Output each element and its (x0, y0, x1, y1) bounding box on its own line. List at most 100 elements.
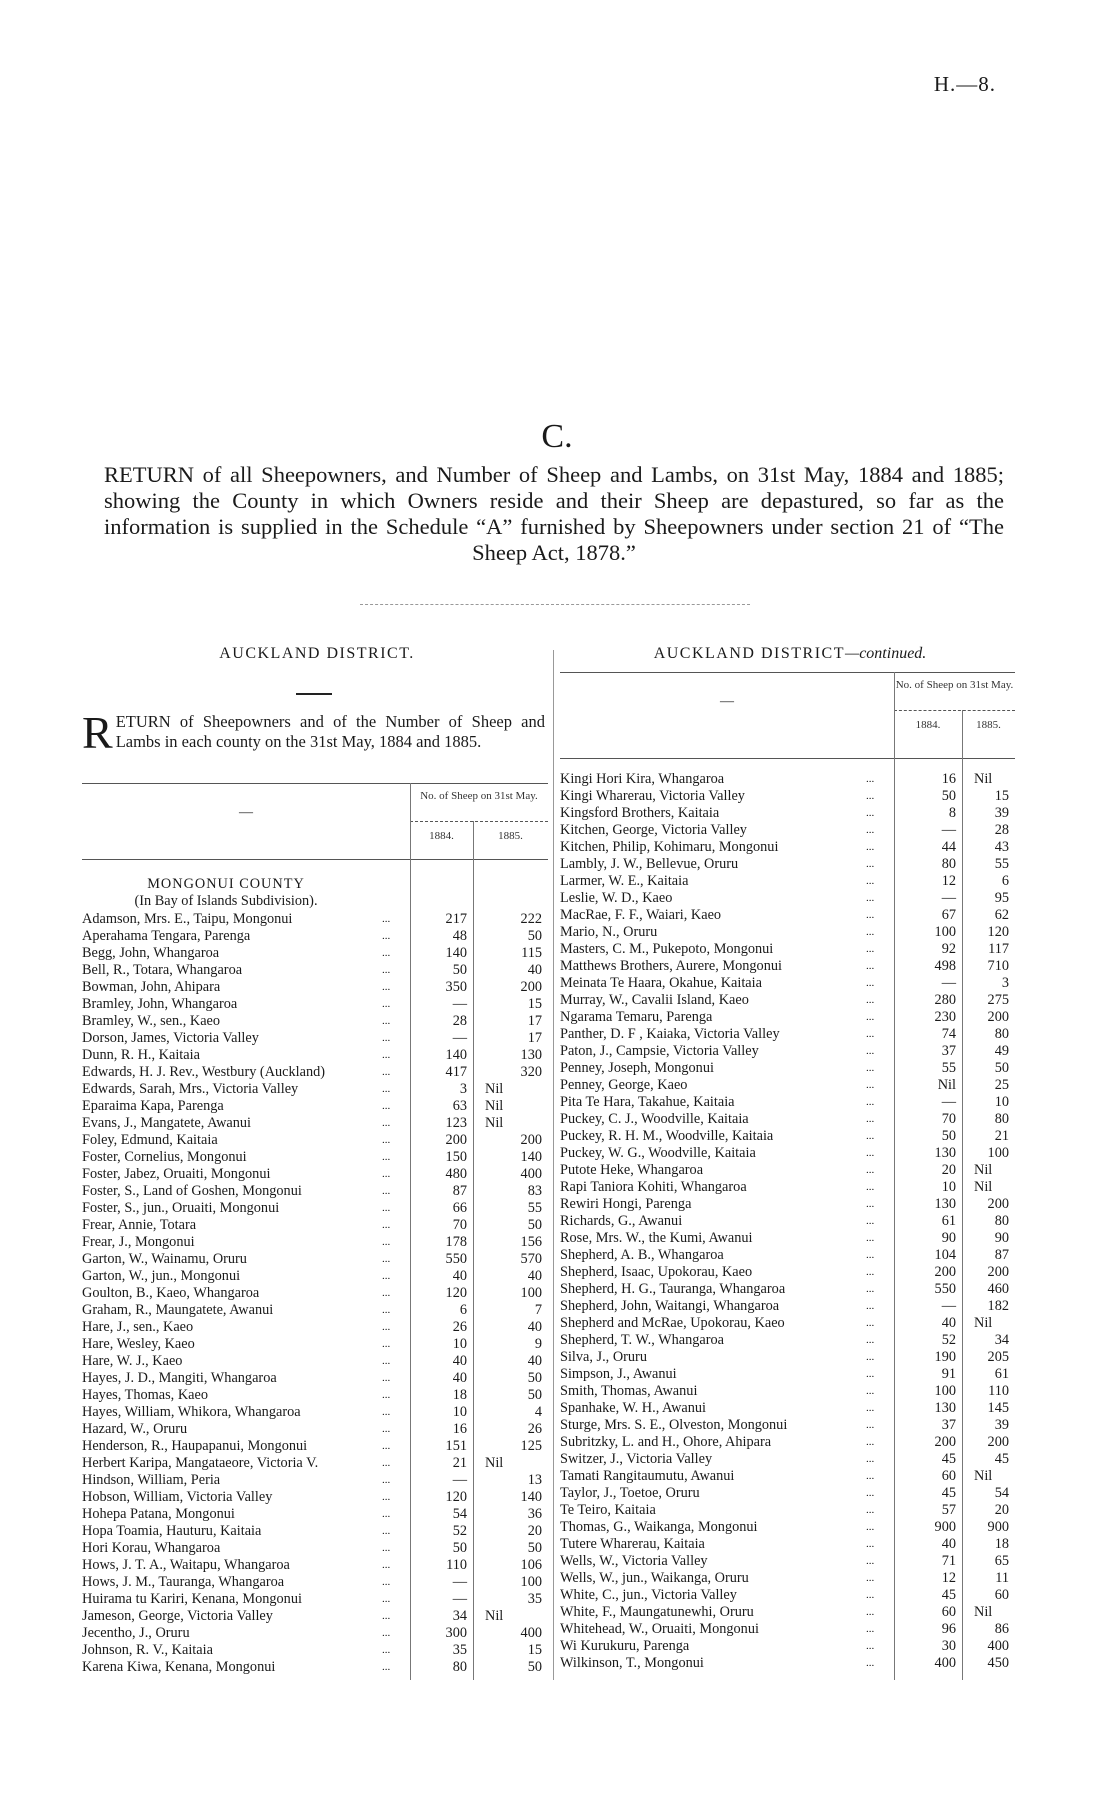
leader-dots: ... (866, 1368, 875, 1380)
owner-name: Kingsford Brothers, Kaitaia (560, 805, 720, 821)
owner-name: Shepherd and McRae, Upokorau, Kaeo (560, 1315, 785, 1331)
leader-dots: ... (866, 1028, 875, 1040)
owner-name: Tutere Wharerau, Kaitaia (560, 1536, 705, 1552)
sheep-1885: 54 (994, 1485, 1009, 1501)
sheep-1885: 400 (520, 1166, 542, 1182)
leader-dots: ... (382, 981, 391, 993)
leader-dots: ... (866, 841, 875, 853)
owner-name: Frear, J., Mongonui (82, 1234, 195, 1250)
sheep-1885: 50 (994, 1060, 1009, 1076)
leader-dots: ... (382, 947, 391, 959)
sheep-1884: 550 (934, 1281, 956, 1297)
sheep-1885: 710 (987, 958, 1009, 974)
sheep-1884: 37 (941, 1043, 956, 1059)
leader-dots: ... (866, 1334, 875, 1346)
leader-dots: ... (866, 1249, 875, 1261)
owner-name: Te Teiro, Kaitaia (560, 1502, 656, 1518)
sheep-1884: 90 (941, 1230, 956, 1246)
sheep-1885: 40 (527, 1268, 542, 1284)
sheep-1885: 80 (994, 1213, 1009, 1229)
sheep-1884: 55 (941, 1060, 956, 1076)
sheep-1884: 130 (934, 1196, 956, 1212)
owner-name: Jecentho, J., Oruru (82, 1625, 190, 1641)
leader-dots: ... (382, 1321, 391, 1333)
leader-dots: ... (382, 1406, 391, 1418)
owner-name: White, F., Maungatunewhi, Oruru (560, 1604, 754, 1620)
sheep-1885: 7 (534, 1302, 542, 1318)
intro-text: ETURN of Sheepowners and of the Number o… (115, 712, 545, 751)
sheep-1884: 20 (941, 1162, 956, 1178)
owner-name: Dunn, R. H., Kaitaia (82, 1047, 200, 1063)
sheep-1885: 50 (527, 1217, 542, 1233)
owner-name: Dorson, James, Victoria Valley (82, 1030, 259, 1046)
owner-name: Kingi Wharerau, Victoria Valley (560, 788, 745, 804)
sheep-1885: 200 (520, 1132, 542, 1148)
owner-name: Hobson, William, Victoria Valley (82, 1489, 273, 1505)
leader-dots: ... (382, 1151, 391, 1163)
divider (360, 604, 750, 605)
owner-name: Matthews Brothers, Aurere, Mongonui (560, 958, 782, 974)
leader-dots: ... (382, 1542, 391, 1554)
owner-name: MacRae, F. F., Waiari, Kaeo (560, 907, 722, 923)
sheep-1885: 125 (520, 1438, 542, 1454)
sheep-1884: 91 (941, 1366, 956, 1382)
owner-name: Hopa Toamia, Hauturu, Kaitaia (82, 1523, 262, 1539)
sheep-1885: 200 (987, 1009, 1009, 1025)
sheep-1884: 16 (941, 771, 956, 787)
sheep-1884: 67 (941, 907, 956, 923)
sheep-1885: 200 (520, 979, 542, 995)
sheep-1884: 350 (445, 979, 467, 995)
owner-name: Rewiri Hongi, Parenga (560, 1196, 692, 1212)
sheep-1885: 49 (994, 1043, 1009, 1059)
sheep-1884: 50 (452, 1540, 467, 1556)
sheep-1885: 15 (527, 996, 542, 1012)
leader-dots: ... (382, 1338, 391, 1350)
sheep-1885: 21 (994, 1128, 1009, 1144)
leader-dots: ... (382, 1219, 391, 1231)
sheep-1885: 86 (994, 1621, 1009, 1637)
owner-name: Foster, Jabez, Oruaiti, Mongonui (82, 1166, 271, 1182)
leader-dots: ... (866, 1164, 875, 1176)
leader-dots: ... (866, 1147, 875, 1159)
leader-dots: ... (382, 1066, 391, 1078)
sheep-1884: 48 (452, 928, 467, 944)
owner-name: Switzer, J., Victoria Valley (560, 1451, 713, 1467)
sheep-1885: 20 (527, 1523, 542, 1539)
leader-dots: ... (382, 1304, 391, 1316)
owner-name: Silva, J., Oruru (560, 1349, 647, 1365)
sheep-1885: 200 (987, 1264, 1009, 1280)
sheep-1885: 100 (987, 1145, 1009, 1161)
leader-dots: ... (866, 1198, 875, 1210)
leader-dots: ... (866, 1300, 875, 1312)
sheep-1885: 28 (994, 822, 1009, 838)
column-divider (553, 650, 554, 1680)
sheep-1884: 3 (459, 1081, 467, 1097)
sheep-1885: 50 (527, 1370, 542, 1386)
sheep-1884: 400 (934, 1655, 956, 1671)
owner-name: Pita Te Hara, Takahue, Kaitaia (560, 1094, 735, 1110)
leader-dots: ... (866, 1181, 875, 1193)
sheep-1885: 50 (527, 1540, 542, 1556)
sheep-1884: Nil (937, 1077, 956, 1093)
sheep-1884: 151 (445, 1438, 467, 1454)
leader-dots: ... (382, 1236, 391, 1248)
owner-name: Hindson, William, Peria (82, 1472, 221, 1488)
owner-name: Graham, R., Maungatete, Awanui (82, 1302, 274, 1318)
sheep-1885: 10 (994, 1094, 1009, 1110)
sheep-1884: 498 (934, 958, 956, 974)
leader-dots: ... (382, 1083, 391, 1095)
sheep-1885: 39 (994, 1417, 1009, 1433)
owner-name: Lambly, J. W., Bellevue, Oruru (560, 856, 739, 872)
leader-dots: ... (382, 1185, 391, 1197)
owner-name: Hayes, Thomas, Kaeo (82, 1387, 208, 1403)
sheep-1884: 60 (941, 1468, 956, 1484)
sheep-1885: 15 (527, 1642, 542, 1658)
owner-name: Richards, G., Awanui (560, 1213, 683, 1229)
sheep-1884: 10 (452, 1404, 467, 1420)
leader-dots: ... (866, 1283, 875, 1295)
owner-name: Paton, J., Campsie, Victoria Valley (560, 1043, 759, 1059)
sheep-1885: 156 (520, 1234, 542, 1250)
column-header-1884: 1884. (429, 830, 454, 842)
leader-dots: ... (866, 1470, 875, 1482)
column-header-1885: 1885. (976, 719, 1001, 731)
